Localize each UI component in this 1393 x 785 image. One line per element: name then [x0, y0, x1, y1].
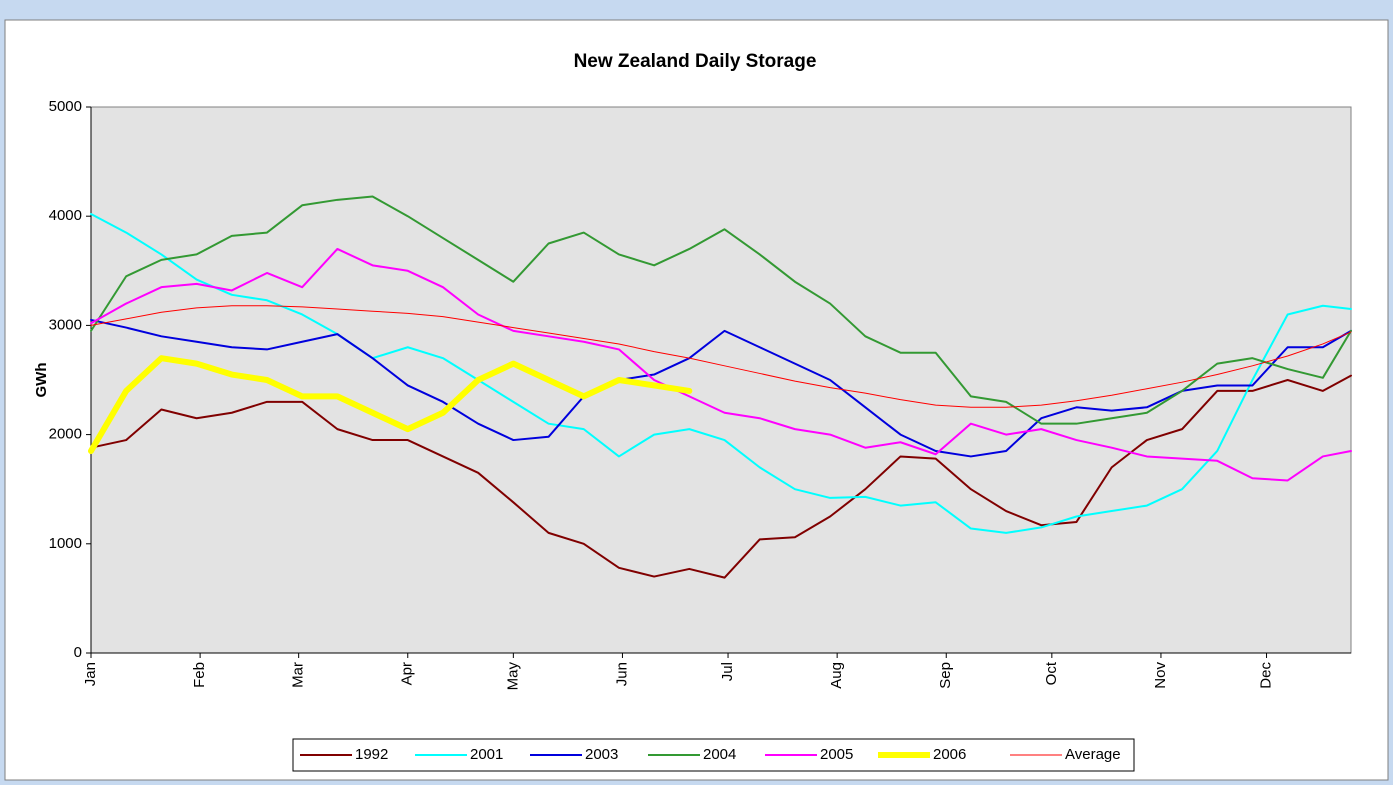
series-line: [90, 318, 1352, 458]
legend-label: 2003: [585, 746, 618, 763]
x-tick-label: Jun: [613, 662, 630, 686]
x-tick-label: May: [504, 662, 521, 691]
legend-label: 2001: [470, 746, 503, 763]
chart-title: New Zealand Daily Storage: [574, 51, 817, 72]
x-tick-label: Apr: [399, 662, 416, 685]
y-tick-label: 4000: [49, 207, 82, 224]
y-tick-label: 2000: [49, 426, 82, 443]
series-line: [90, 247, 1352, 482]
legend-label: 1992: [355, 746, 388, 763]
series-line: [88, 355, 693, 454]
y-tick-label: 5000: [49, 98, 82, 115]
series-line: [90, 305, 1352, 408]
x-tick-label: Dec: [1257, 662, 1274, 689]
legend-label: 2005: [820, 746, 853, 763]
x-tick-label: Aug: [828, 662, 845, 689]
legend-label: Average: [1065, 746, 1121, 763]
plot-area: [90, 106, 1352, 654]
y-tick-label: 0: [74, 644, 82, 661]
series-line: [90, 374, 1352, 579]
x-tick-label: Nov: [1152, 662, 1169, 689]
x-tick-label: Oct: [1043, 661, 1060, 685]
legend-label: 2004: [703, 746, 736, 763]
series-line: [90, 195, 1352, 425]
y-axis-label: GWh: [33, 363, 50, 398]
x-tick-label: Jul: [719, 662, 736, 681]
y-tick-label: 1000: [49, 535, 82, 552]
legend-label: 2006: [933, 746, 966, 763]
y-tick-label: 3000: [49, 316, 82, 333]
x-tick-label: Sep: [937, 662, 954, 689]
x-tick-label: Feb: [191, 662, 208, 688]
series-line: [90, 213, 1352, 534]
x-tick-label: Mar: [290, 662, 307, 688]
x-tick-label: Jan: [82, 662, 99, 686]
